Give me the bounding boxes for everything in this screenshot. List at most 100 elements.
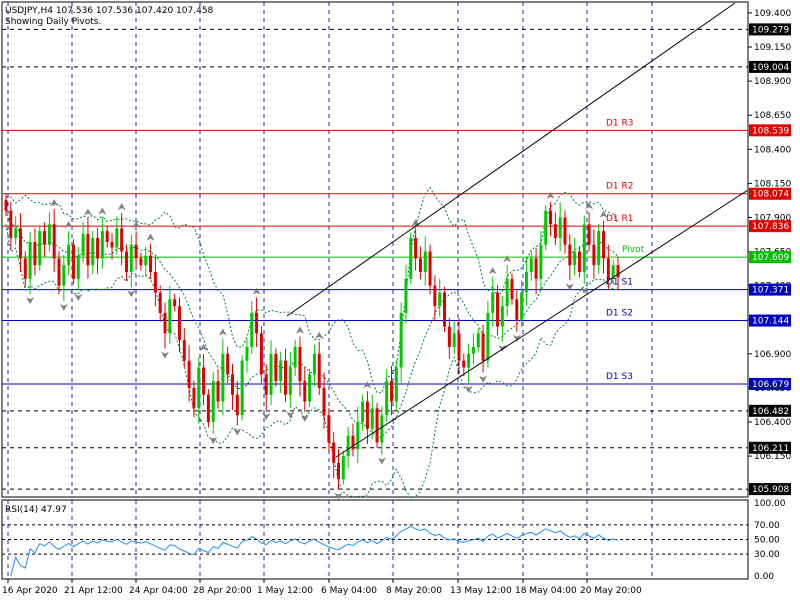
level-price-label: 109.279 (752, 25, 789, 35)
fractal-up-arrow (98, 207, 107, 215)
candle-bear (33, 242, 37, 266)
candle-bear (496, 292, 500, 327)
pivot-price-label: 106.679 (752, 380, 789, 390)
candle-bear (390, 381, 394, 402)
candle-bear (568, 244, 572, 266)
candle-bull (361, 401, 365, 422)
candle-bear (105, 231, 109, 242)
candle-bull (597, 231, 601, 266)
pivot-name-label: Pivot (622, 245, 645, 255)
time-tick-label: 24 Apr 04:00 (129, 586, 188, 596)
candle-bull (308, 374, 312, 402)
fractal-down-arrow (286, 411, 295, 419)
fractal-down-arrow (127, 290, 136, 298)
fractal-up-arrow (585, 202, 594, 210)
candle-bear (120, 228, 124, 252)
candle-bull (505, 278, 509, 307)
level-price-label: 105.908 (752, 485, 789, 495)
candle-bull (476, 333, 480, 347)
fractal-down-arrow (464, 385, 473, 393)
candle-bear (418, 258, 422, 272)
channel-lower-line[interactable] (335, 189, 749, 458)
channel-lines (286, 2, 749, 458)
pivot-name-label: D1 S3 (606, 372, 633, 382)
fractal-up-arrow (252, 287, 261, 295)
rsi-tick-label: 100.00 (754, 499, 786, 509)
fractal-up-arrow (363, 381, 372, 389)
candle-bull (467, 353, 471, 368)
fractal-down-arrow (498, 344, 507, 352)
fractal-down-arrow (262, 413, 271, 420)
pivot-price-label: 107.144 (752, 317, 789, 327)
rsi-line (10, 525, 619, 577)
candle-bull (288, 367, 292, 395)
rsi-title: RSI(14) 47.97 (5, 505, 67, 515)
candle-bear (192, 387, 196, 409)
candle-bull (197, 367, 201, 409)
fractal-up-arrow (599, 210, 608, 218)
channel-upper-line[interactable] (286, 2, 736, 317)
candle-bull (356, 422, 360, 450)
candle-bear (510, 278, 514, 300)
candle-bear (255, 312, 259, 334)
price-tick-label: 106.400 (754, 418, 791, 428)
candle-bear (158, 292, 162, 313)
price-tick-label: 109.150 (754, 43, 791, 53)
fractal-up-arrow (218, 328, 227, 336)
fractal-down-arrow (209, 437, 218, 444)
candle-bear (52, 224, 56, 259)
pivot-name-label: D1 R3 (606, 118, 634, 128)
pivot-name-label: D1 S2 (606, 309, 633, 319)
pivot-price-label: 107.836 (752, 222, 789, 232)
time-tick-label: 16 Apr 2020 (2, 586, 58, 596)
rsi-tick-label: 50.00 (754, 536, 780, 546)
candle-bear (462, 360, 466, 368)
time-tick-label: 28 Apr 20:00 (193, 586, 252, 596)
price-tick-label: 106.900 (754, 350, 791, 360)
candle-bear (177, 306, 181, 341)
main-panel-frame (1, 1, 749, 498)
candle-bull (38, 231, 42, 266)
pivot-price-label: 107.371 (752, 286, 789, 296)
pivot-price-box (749, 220, 791, 233)
fractal-up-arrow (315, 331, 324, 339)
fractal-down-arrow (26, 297, 35, 305)
fractal-down-arrow (479, 375, 488, 383)
candle-bull (279, 360, 283, 382)
candle-bear (447, 326, 451, 347)
fractal-up-arrow (295, 326, 304, 334)
candle-bear (549, 210, 553, 225)
candle-bull (115, 228, 119, 248)
pivot-price-box (749, 124, 791, 137)
candle-bear (481, 333, 485, 361)
fractal-down-arrow (565, 283, 574, 291)
candle-bear (332, 442, 336, 463)
grid-lines (7, 2, 653, 579)
candle-bull (91, 237, 95, 266)
candle-bear (23, 258, 27, 279)
candle-bull (14, 228, 18, 238)
candle-bull (409, 237, 413, 279)
time-tick-label: 20 May 20:00 (580, 586, 642, 596)
candle-bear (264, 374, 268, 395)
candle-bull (144, 255, 148, 266)
candle-bear (414, 237, 418, 259)
candle-bull (269, 353, 273, 395)
time-tick-label: 1 May 12:00 (257, 586, 313, 596)
fractal-up-arrow (503, 255, 512, 263)
candle-bear (298, 347, 302, 382)
candle-bull (62, 265, 66, 286)
candle-bull (28, 242, 32, 279)
fractal-down-arrow (59, 303, 68, 311)
time-axis: 16 Apr 2020 21 Apr 12:00 24 Apr 04:00 28 Ap… (2, 579, 642, 596)
candle-bear (235, 394, 239, 416)
candle-bull (47, 224, 51, 245)
candle-bear (322, 387, 326, 416)
candle-bear (606, 258, 610, 279)
fractal-up-arrow (488, 267, 497, 275)
fractal-down-arrow (161, 351, 170, 359)
candle-bear (182, 340, 186, 361)
bollinger-bands (5, 186, 619, 500)
candle-bull (293, 347, 297, 368)
